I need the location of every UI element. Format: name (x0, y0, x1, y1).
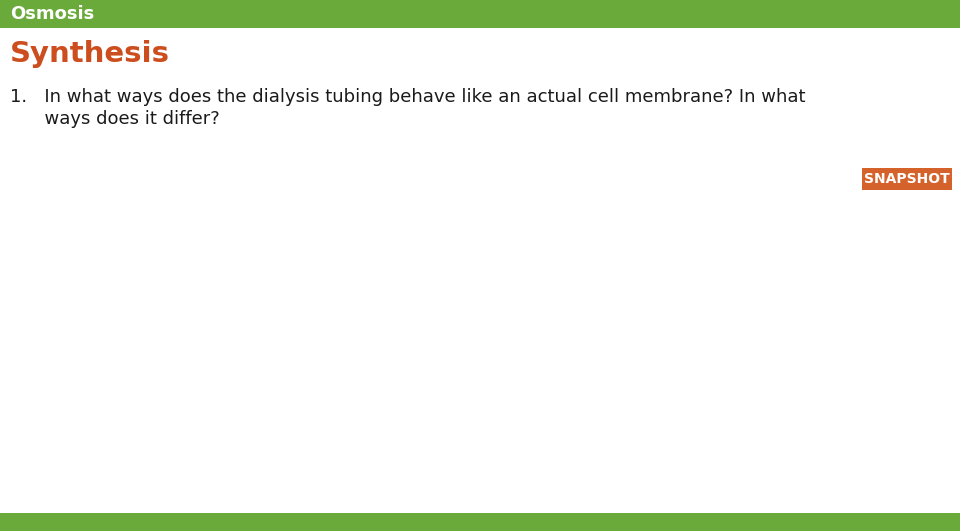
Text: 1.   In what ways does the dialysis tubing behave like an actual cell membrane? : 1. In what ways does the dialysis tubing… (10, 88, 805, 106)
Text: SNAPSHOT: SNAPSHOT (864, 172, 949, 186)
Text: Synthesis: Synthesis (10, 40, 170, 68)
Bar (862, 168, 952, 190)
Bar (0, 0, 960, 28)
Bar (0, 513, 960, 531)
Text: ways does it differ?: ways does it differ? (10, 110, 220, 128)
Text: Osmosis: Osmosis (10, 5, 94, 23)
